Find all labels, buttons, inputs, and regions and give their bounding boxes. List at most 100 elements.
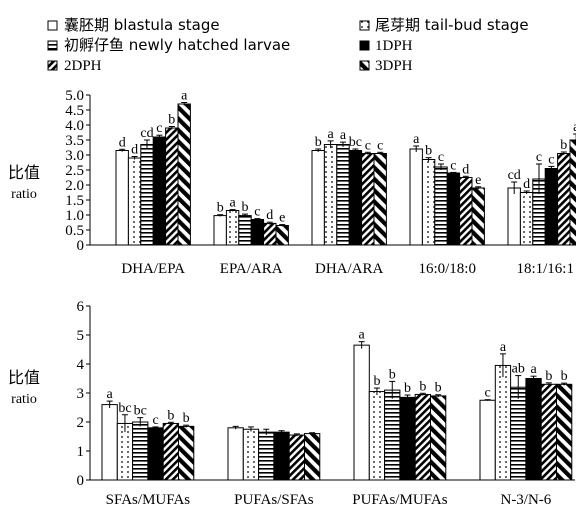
significance-letter: c [156, 121, 162, 136]
legend-label: 3DPH [375, 58, 413, 74]
legend-label: 2DPH [64, 58, 102, 74]
significance-letter: b [217, 201, 224, 216]
y-axis-label: 比值 [8, 368, 40, 387]
bar [127, 157, 142, 246]
legend-item-newly-hatched: 初孵仔鱼 newly hatched larvae [47, 36, 290, 54]
bar [525, 378, 542, 481]
legend-swatch [359, 60, 370, 71]
bar [115, 150, 129, 246]
legend-item-blastula: 囊胚期 blastula stage [47, 16, 220, 34]
significance-letter: b [242, 200, 249, 215]
bar [540, 383, 558, 481]
legend-label: 囊胚期 blastula stage [64, 16, 220, 34]
y-tick-label: 0 [77, 473, 85, 489]
significance-letter: bc [134, 404, 147, 419]
bar [421, 159, 436, 246]
significance-letter: e [475, 173, 481, 188]
significance-letter: b [315, 135, 322, 150]
bar [434, 166, 448, 246]
bar [519, 192, 534, 246]
y-tick-label: 6 [77, 299, 85, 315]
y-tick-label: 3.5 [65, 133, 84, 149]
significance-letter: a [359, 328, 366, 343]
legend-label: 初孵仔鱼 newly hatched larvae [64, 36, 290, 54]
y-tick-label: 5.0 [65, 88, 84, 104]
y-tick-label: 1 [77, 444, 85, 460]
y-tick-label: 3 [77, 386, 85, 402]
legend-swatch [47, 40, 58, 51]
bar [414, 393, 432, 481]
significance-letter: c [548, 152, 554, 167]
legend-swatch [359, 20, 370, 31]
significance-letter: d [131, 143, 138, 158]
bar [479, 399, 496, 481]
legend-item-1dph: 1DPH [359, 38, 413, 54]
bar [399, 396, 416, 481]
x-tick-label: PUFAs/SFAs [234, 492, 314, 508]
bar [557, 153, 571, 246]
legend-swatch [47, 60, 58, 71]
legend-item-3dph: 3DPH [359, 58, 413, 74]
significance-letter: d [523, 177, 530, 192]
legend-item-tail-bud: 尾芽期 tail-bud stage [359, 16, 529, 34]
bar [147, 427, 164, 481]
significance-letter: b [561, 369, 568, 384]
significance-letter: cd [508, 168, 521, 183]
bar [140, 144, 154, 246]
bar [263, 222, 277, 246]
x-tick-label: N-3/N-6 [500, 492, 551, 508]
x-tick-label: DHA/ARA [315, 261, 384, 277]
bar [273, 431, 290, 481]
x-tick-label: PUFAs/MUFAs [352, 492, 447, 508]
significance-letter: a [573, 120, 576, 135]
bar [459, 177, 473, 246]
significance-letter: c [485, 386, 491, 401]
significance-letter: b [183, 411, 190, 426]
bar [430, 395, 447, 481]
significance-letter: a [327, 127, 334, 142]
significance-letter: b [404, 381, 411, 396]
bar [225, 210, 240, 246]
y-tick-label: 0 [77, 238, 85, 254]
legend-label: 1DPH [375, 38, 413, 54]
significance-letter: a [181, 89, 188, 104]
significance-letter: a [340, 128, 347, 143]
bar [368, 391, 386, 481]
significance-letter: e [279, 211, 285, 226]
significance-letter: ab [512, 362, 525, 377]
x-tick-label: EPA/ARA [220, 261, 283, 277]
bar [353, 344, 370, 481]
y-tick-label: 4.0 [65, 118, 84, 134]
bar [242, 428, 260, 481]
chart-top: 比值 ratio 00.51.01.52.02.53.03.54.04.55.0… [8, 88, 576, 277]
significance-letter: c [152, 413, 158, 428]
bar [384, 389, 401, 481]
y-tick-label: 2.0 [65, 178, 84, 194]
x-tick-label: DHA/EPA [121, 261, 185, 277]
y-axis-label-en: ratio [11, 187, 37, 202]
significance-letter: d [119, 135, 126, 150]
y-axis-label: 比值 [8, 163, 40, 182]
significance-letter: a [107, 387, 114, 402]
significance-letter: b [560, 138, 567, 153]
bar [494, 364, 512, 481]
significance-letter: a [413, 132, 420, 147]
bar [544, 168, 559, 246]
bar [250, 219, 265, 246]
bar [323, 144, 338, 246]
x-tick-label: 18:1/16:1 [516, 261, 574, 277]
significance-letter: bc [349, 135, 362, 150]
significance-letter: c [254, 205, 260, 220]
bar [348, 150, 363, 246]
significance-letter: d [266, 208, 273, 223]
bar [311, 150, 325, 246]
y-tick-label: 1.5 [65, 193, 84, 209]
bar [507, 187, 521, 246]
significance-letter: b [168, 113, 175, 128]
bar [213, 215, 227, 246]
legend: 囊胚期 blastula stage 尾芽期 tail-bud stage 初孵… [47, 16, 529, 74]
bar [258, 431, 275, 481]
bar [101, 404, 118, 481]
